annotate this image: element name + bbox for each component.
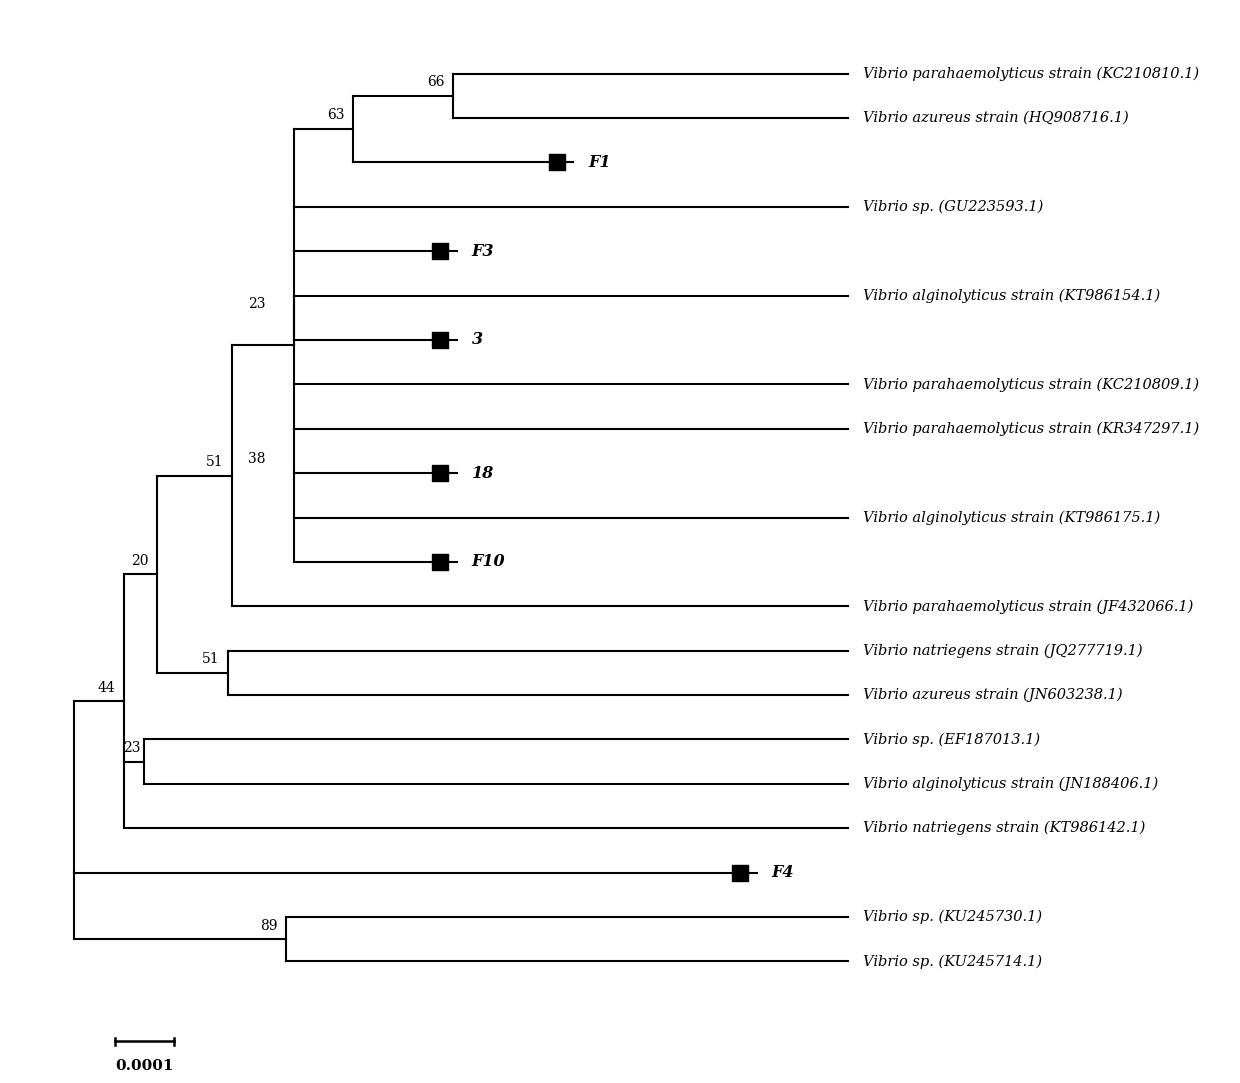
- Text: Vibrio parahaemolyticus strain (JF432066.1): Vibrio parahaemolyticus strain (JF432066…: [863, 599, 1194, 613]
- Text: Vibrio azureus strain (HQ908716.1): Vibrio azureus strain (HQ908716.1): [863, 110, 1130, 125]
- Text: Vibrio parahaemolyticus strain (KR347297.1): Vibrio parahaemolyticus strain (KR347297…: [863, 421, 1199, 436]
- Text: Vibrio azureus strain (JN603238.1): Vibrio azureus strain (JN603238.1): [863, 688, 1123, 702]
- Text: F3: F3: [472, 243, 495, 260]
- Text: 0.0001: 0.0001: [115, 1059, 174, 1073]
- Text: Vibrio sp. (EF187013.1): Vibrio sp. (EF187013.1): [863, 732, 1040, 746]
- Text: 51: 51: [206, 455, 223, 469]
- Text: 51: 51: [202, 652, 219, 666]
- Point: [730, 864, 750, 882]
- Point: [430, 243, 450, 260]
- Text: 38: 38: [248, 453, 265, 467]
- Text: Vibrio alginolyticus strain (KT986175.1): Vibrio alginolyticus strain (KT986175.1): [863, 510, 1161, 524]
- Text: 44: 44: [98, 681, 115, 694]
- Text: Vibrio parahaemolyticus strain (KC210809.1): Vibrio parahaemolyticus strain (KC210809…: [863, 377, 1199, 392]
- Text: Vibrio alginolyticus strain (JN188406.1): Vibrio alginolyticus strain (JN188406.1): [863, 777, 1158, 791]
- Point: [430, 331, 450, 349]
- Text: 23: 23: [248, 297, 265, 311]
- Point: [430, 465, 450, 482]
- Text: Vibrio alginolyticus strain (KT986154.1): Vibrio alginolyticus strain (KT986154.1): [863, 288, 1161, 303]
- Text: 18: 18: [472, 465, 494, 482]
- Point: [547, 154, 567, 171]
- Text: F4: F4: [771, 864, 795, 882]
- Text: Vibrio parahaemolyticus strain (KC210810.1): Vibrio parahaemolyticus strain (KC210810…: [863, 66, 1199, 81]
- Text: 3: 3: [472, 331, 482, 349]
- Text: Vibrio sp. (KU245730.1): Vibrio sp. (KU245730.1): [863, 910, 1043, 924]
- Text: Vibrio natriegens strain (JQ277719.1): Vibrio natriegens strain (JQ277719.1): [863, 643, 1143, 657]
- Text: Vibrio natriegens strain (KT986142.1): Vibrio natriegens strain (KT986142.1): [863, 821, 1146, 835]
- Text: F1: F1: [589, 154, 611, 171]
- Text: 63: 63: [327, 108, 345, 122]
- Text: 89: 89: [260, 918, 278, 932]
- Point: [430, 553, 450, 571]
- Text: 20: 20: [131, 553, 149, 567]
- Text: Vibrio sp. (KU245714.1): Vibrio sp. (KU245714.1): [863, 954, 1043, 968]
- Text: 23: 23: [123, 741, 140, 755]
- Text: F10: F10: [472, 553, 506, 571]
- Text: 66: 66: [427, 75, 444, 89]
- Text: Vibrio sp. (GU223593.1): Vibrio sp. (GU223593.1): [863, 199, 1044, 214]
